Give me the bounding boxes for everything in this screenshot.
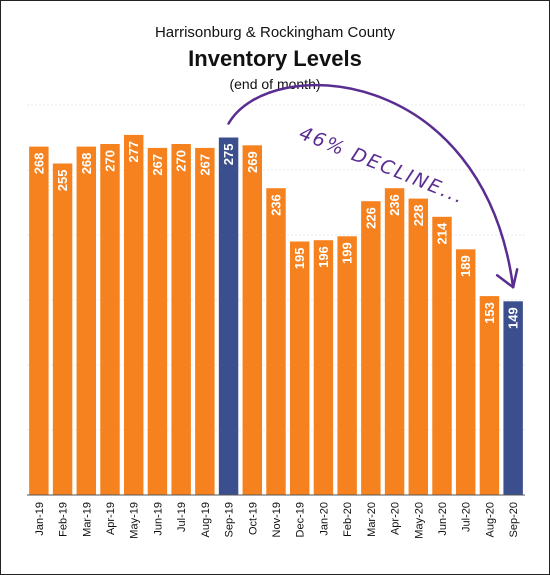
bar-value-label: 269 bbox=[245, 151, 260, 173]
chart-subtitle-top: Harrisonburg & Rockingham County bbox=[154, 24, 396, 41]
chart-title: Inventory Levels bbox=[188, 46, 362, 71]
bar-jul-20 bbox=[455, 249, 476, 495]
bar-apr-19 bbox=[100, 144, 120, 495]
x-tick-label: Dec-19 bbox=[295, 502, 307, 537]
bar-value-label: 255 bbox=[55, 170, 70, 192]
bar-aug-20 bbox=[479, 296, 500, 495]
bar-value-label: 196 bbox=[316, 246, 331, 268]
x-tick-label: Sep-19 bbox=[224, 502, 236, 537]
bar-value-label: 268 bbox=[31, 153, 46, 175]
bar-value-label: 277 bbox=[126, 141, 141, 163]
bar-jun-19 bbox=[147, 147, 168, 495]
bar-jun-20 bbox=[432, 216, 452, 496]
bar-value-label: 270 bbox=[103, 150, 118, 172]
bar-jan-20 bbox=[313, 240, 334, 495]
x-tick-label: Mar-19 bbox=[81, 502, 93, 537]
x-tick-label: Apr-19 bbox=[105, 502, 117, 535]
x-tick-label: Jun-19 bbox=[152, 502, 164, 536]
x-tick-label: May-20 bbox=[413, 502, 425, 539]
bar-apr-20 bbox=[384, 188, 405, 495]
x-tick-label: Jan-20 bbox=[318, 502, 330, 536]
x-tick-label: Feb-20 bbox=[342, 502, 354, 537]
bar-mar-20 bbox=[361, 201, 381, 495]
x-tick-label: Jun-20 bbox=[437, 502, 449, 536]
bar-feb-19 bbox=[52, 163, 73, 495]
bar-value-label: 189 bbox=[458, 255, 473, 277]
bar-value-label: 153 bbox=[482, 302, 497, 324]
x-tick-label: May-19 bbox=[129, 502, 141, 539]
bar-sep-19 bbox=[218, 137, 239, 495]
bars-group: 268 255 268 270 277 267 270 267 275 269 236 195 196 1… bbox=[29, 134, 523, 496]
bar-mar-19 bbox=[76, 146, 97, 495]
bar-value-label: 228 bbox=[411, 205, 426, 227]
x-tick-label: Nov-19 bbox=[271, 502, 283, 537]
bar-sep-20 bbox=[503, 301, 523, 495]
bar-value-label: 268 bbox=[79, 153, 94, 175]
bar-value-label: 195 bbox=[292, 248, 307, 270]
x-tick-label: Jul-19 bbox=[176, 502, 188, 532]
x-tick-label: Sep-20 bbox=[508, 502, 520, 537]
x-axis-ticks: Jan-19 Feb-19 Mar-19 Apr-19 May-19 Jun-19 Jul-… bbox=[34, 502, 520, 539]
bar-jul-19 bbox=[171, 144, 191, 495]
bar-may-20 bbox=[408, 198, 429, 495]
bar-value-label: 226 bbox=[363, 207, 378, 229]
x-tick-label: Aug-20 bbox=[484, 502, 496, 537]
decline-arrow bbox=[227, 83, 515, 289]
x-tick-label: Aug-19 bbox=[200, 502, 212, 537]
chart-subtitle-bottom: (end of month) bbox=[229, 76, 321, 92]
decline-arrowhead bbox=[495, 268, 519, 289]
bar-value-label: 267 bbox=[197, 154, 212, 176]
bar-value-label: 149 bbox=[506, 307, 521, 329]
bar-may-19 bbox=[123, 134, 144, 495]
bar-value-label: 270 bbox=[174, 150, 189, 172]
bar-value-label: 275 bbox=[221, 144, 236, 166]
bar-aug-19 bbox=[195, 147, 215, 495]
x-tick-label: Jan-19 bbox=[34, 502, 46, 536]
bar-value-label: 199 bbox=[340, 242, 355, 264]
bar-nov-19 bbox=[266, 188, 286, 495]
bar-oct-19 bbox=[242, 145, 263, 496]
bar-value-label: 267 bbox=[150, 154, 165, 176]
x-tick-label: Feb-19 bbox=[58, 502, 70, 537]
x-tick-label: Mar-20 bbox=[366, 502, 378, 537]
bar-jan-19 bbox=[29, 146, 49, 495]
x-tick-label: Oct-19 bbox=[247, 502, 259, 535]
x-tick-label: Jul-20 bbox=[461, 502, 473, 532]
bar-value-label: 236 bbox=[269, 194, 284, 216]
x-tick-label: Apr-20 bbox=[390, 502, 402, 535]
bar-dec-19 bbox=[289, 241, 310, 495]
bar-feb-20 bbox=[337, 236, 357, 496]
bar-value-label: 236 bbox=[387, 194, 402, 216]
bar-value-label: 214 bbox=[435, 222, 450, 244]
